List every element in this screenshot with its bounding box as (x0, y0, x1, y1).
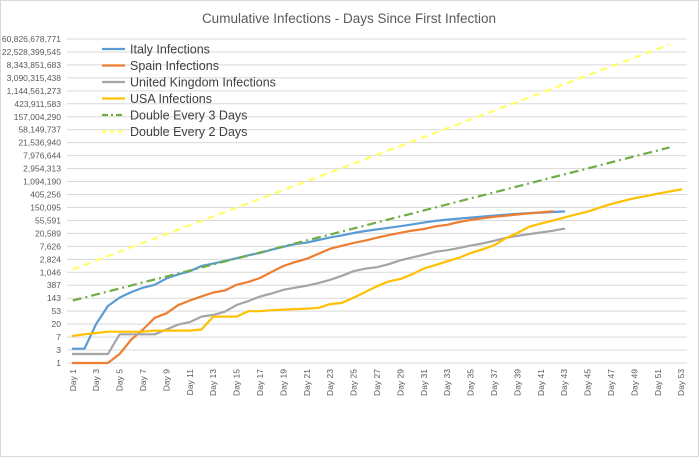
x-tick-label: Day 45 (583, 369, 593, 396)
x-tick-label: Day 21 (302, 369, 312, 396)
y-tick-label: 2,954,313 (23, 164, 61, 174)
y-tick-label: 55,591 (35, 215, 61, 225)
x-tick-label: Day 19 (278, 369, 288, 396)
x-tick-label: Day 49 (629, 369, 639, 396)
series-line (71, 210, 554, 365)
y-tick-label: 1,094,190 (23, 177, 61, 187)
x-tick-label: Day 35 (466, 369, 476, 396)
series-line (71, 210, 566, 350)
x-tick-label: Day 53 (676, 369, 686, 396)
y-tick-label: 3 (56, 345, 61, 355)
y-tick-label: 1,144,561,273 (7, 86, 62, 96)
y-tick-label: 405,256 (30, 190, 61, 200)
legend: Italy Infections Spain Infections United K… (102, 43, 276, 139)
chart-title: Cumulative Infections - Days Since First… (202, 11, 496, 26)
series-line (71, 227, 566, 356)
series-line (72, 146, 670, 302)
y-tick-label: 7,626 (40, 241, 62, 251)
y-tick-label: 1 (56, 358, 61, 368)
y-tick-label: 150,095 (30, 202, 61, 212)
x-tick-label: Day 3 (91, 369, 101, 391)
y-tick-label: 21,536,940 (18, 138, 61, 148)
y-tick-label: 143 (47, 293, 61, 303)
y-tick-label: 58,149,737 (18, 125, 61, 135)
y-tick-label: 8,343,851,683 (7, 60, 62, 70)
y-tick-label: 7,976,644 (23, 151, 61, 161)
legend-label: Italy Infections (130, 43, 210, 57)
x-tick-label: Day 31 (419, 369, 429, 396)
x-tick-label: Day 43 (559, 369, 569, 396)
x-tick-label: Day 17 (255, 369, 265, 396)
y-tick-label: 387 (47, 280, 61, 290)
legend-label: United Kingdom Infections (130, 76, 276, 90)
series-lines (71, 43, 683, 365)
y-tick-label: 20 (52, 319, 62, 329)
x-tick-label: Day 1 (68, 369, 78, 391)
y-tick-label: 423,911,583 (14, 99, 61, 109)
y-tick-label: 20,589 (35, 228, 61, 238)
legend-label: USA Infections (130, 92, 212, 106)
y-tick-label: 2,824 (40, 254, 62, 264)
x-tick-label: Day 15 (232, 369, 242, 396)
y-tick-label: 60,826,678,771 (2, 34, 61, 44)
legend-label: Double Every 2 Days (130, 125, 247, 139)
y-tick-label: 22,528,399,545 (2, 47, 61, 57)
x-tick-label: Day 13 (208, 369, 218, 396)
legend-label: Spain Infections (130, 59, 219, 73)
x-tick-label: Day 9 (161, 369, 171, 391)
x-tick-label: Day 39 (512, 369, 522, 396)
x-tick-label: Day 41 (536, 369, 546, 396)
y-tick-label: 1,046 (40, 267, 62, 277)
x-tick-label: Day 25 (349, 369, 359, 396)
x-tick-label: Day 29 (395, 369, 405, 396)
x-tick-label: Day 33 (442, 369, 452, 396)
x-tick-label: Day 23 (325, 369, 335, 396)
series-line (71, 188, 683, 337)
x-tick-label: Day 11 (185, 369, 195, 396)
x-axis-ticks: Day 1 Day 3 Day 5 Day 7 Day 9 Day 11 Day 13 Day… (68, 369, 686, 396)
x-tick-label: Day 7 (138, 369, 148, 391)
series-line (72, 43, 670, 271)
y-axis-ticks: 1 3 7 20 53 143 387 1,046 2,824 7,626 20,589 55,591… (2, 34, 61, 368)
y-tick-label: 157,004,290 (14, 112, 62, 122)
x-tick-label: Day 37 (489, 369, 499, 396)
legend-label: Double Every 3 Days (130, 109, 247, 123)
y-tick-label: 7 (56, 332, 61, 342)
x-tick-label: Day 47 (606, 369, 616, 396)
x-tick-label: Day 27 (372, 369, 382, 396)
y-tick-label: 53 (52, 306, 62, 316)
x-tick-label: Day 5 (115, 369, 125, 391)
x-tick-label: Day 51 (653, 369, 663, 396)
y-tick-label: 3,090,315,438 (7, 73, 62, 83)
